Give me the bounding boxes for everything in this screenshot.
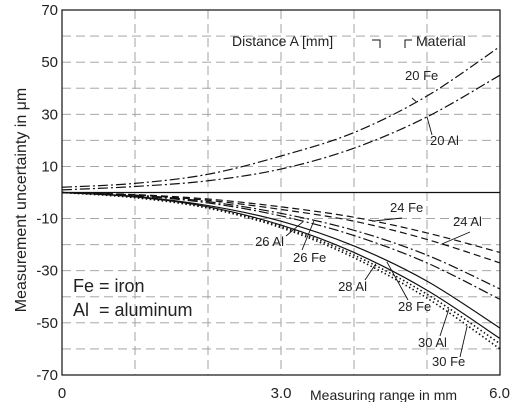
series-label: 24 Fe <box>390 200 423 215</box>
y-tick-label: 70 <box>41 2 58 19</box>
series-label: 28 Fe <box>398 299 431 314</box>
series-leader-line <box>411 97 417 102</box>
x-tick-label: 0 <box>58 385 66 402</box>
series-leader-line <box>285 221 304 237</box>
y-tick-label: 50 <box>41 54 58 71</box>
y-tick-label: 30 <box>41 106 58 123</box>
x-tick-label: 6.0 <box>489 385 510 402</box>
y-tick-label: -70 <box>36 367 58 384</box>
series-leader-line <box>439 308 450 337</box>
x-tick-label: 3.0 <box>271 385 292 402</box>
header-bracket-distance <box>372 39 381 48</box>
series-label: 20 Al <box>430 133 459 148</box>
y-tick-label: -50 <box>36 315 58 332</box>
y-axis-title: Measurement uncertainty in μm <box>13 88 30 312</box>
y-tick-label: 10 <box>41 158 58 175</box>
series-leader-line <box>364 263 377 281</box>
frame-layer <box>61 9 501 376</box>
legend-note-al: Al = aluminum <box>73 300 193 320</box>
series-leader-line <box>372 217 403 222</box>
series-line-20-al <box>61 74 501 191</box>
series-line-30-al <box>61 191 501 345</box>
series-leader-line <box>301 220 315 251</box>
annotation-layer: Distance A [mm] Material Fe = iron Al = … <box>13 33 482 403</box>
series-label: 24 Al <box>453 214 482 229</box>
header-material-label: Material <box>416 33 466 49</box>
series-line-24-al <box>61 191 501 264</box>
y-tick-label: -30 <box>36 263 58 280</box>
series-leader-line <box>441 231 471 245</box>
y-tick-label: -10 <box>36 211 58 228</box>
series-leader-line <box>426 116 433 136</box>
legend-note-fe: Fe = iron <box>73 276 145 296</box>
series-line-20-fe <box>61 46 501 188</box>
header-distance-label: Distance A [mm] <box>232 33 333 49</box>
series-label: 20 Fe <box>405 68 438 83</box>
series-label: 30 Al <box>418 335 447 350</box>
x-axis-title: Measuring range in mm <box>310 387 457 402</box>
tick-layer: -70 -50 -30 -10 10 30 50 70 0 3.0 6.0 <box>36 2 510 402</box>
series-leader-line <box>459 325 468 358</box>
series-leader-line <box>386 261 409 301</box>
series-layer <box>61 46 501 350</box>
header-bracket-material <box>404 39 412 48</box>
series-label: 26 Fe <box>293 250 326 265</box>
series-label: 28 Al <box>338 279 367 294</box>
series-label: 26 Al <box>255 234 284 249</box>
series-line-26-al <box>61 191 501 300</box>
series-line-24-fe <box>61 191 501 254</box>
series-label: 30 Fe <box>432 354 465 369</box>
